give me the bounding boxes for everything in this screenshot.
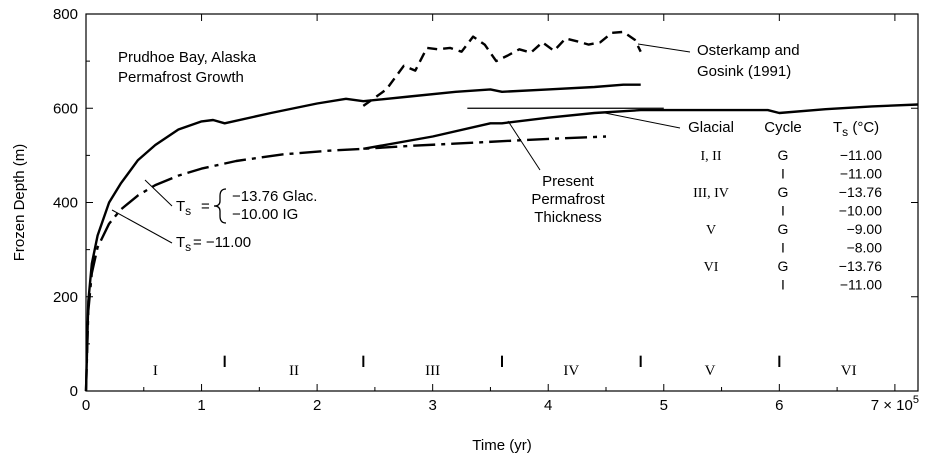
series-layer [84, 30, 919, 392]
ts-constant-leader [111, 209, 173, 244]
table-cycle: G [778, 258, 789, 274]
x-axis-label: Time (yr) [472, 437, 531, 454]
ts-glacial-value: −13.76 Glac. [232, 188, 317, 205]
period-label: II [289, 363, 299, 379]
table-leader [599, 111, 681, 129]
x-tick-label: 3 [428, 397, 436, 414]
osterkamp-leader [637, 43, 691, 53]
series-line-4 [362, 30, 642, 107]
table-header-ts: Ts (°C) [833, 119, 879, 139]
table-ts: −11.00 [840, 147, 882, 163]
x-tick-label: 0 [82, 397, 90, 414]
period-label: III [425, 363, 440, 379]
y-tick-label: 400 [53, 195, 78, 212]
axes-layer: 0 1 2 3 4 5 6 7 × 105 0 200 400 600 800 Time (yr) Froz… [11, 6, 919, 454]
x-tick-label: 5 [660, 397, 668, 414]
series-line-3 [363, 103, 919, 150]
x-tick-label: 1 [197, 397, 205, 414]
osterkamp-label: Osterkamp and [697, 42, 800, 59]
y-tick-label: 800 [53, 6, 78, 23]
site-title: Prudhoe Bay, Alaska [118, 49, 257, 66]
table-header-cycle: Cycle [764, 119, 802, 136]
ts-equals: = [201, 198, 210, 215]
period-label: V [705, 363, 716, 379]
present-leader [507, 120, 541, 171]
table-cycle: I [781, 166, 785, 182]
table-cycle: G [778, 221, 789, 237]
table-ts: −13.76 [839, 258, 882, 274]
table-glacial: VI [704, 260, 719, 275]
x-tick-label: 4 [544, 397, 552, 414]
x-tick-label: 6 [775, 397, 783, 414]
glacial-periods: I II III IV V VI [153, 355, 857, 379]
ts-constant-value: = −11.00 [193, 234, 251, 251]
present-label: Present [542, 173, 595, 190]
table-header-glacial: Glacial [688, 119, 734, 136]
y-tick-label: 600 [53, 100, 78, 117]
present-label-2: Permafrost [531, 191, 605, 208]
ts-variable-label: Ts [176, 198, 191, 218]
table-glacial: I, II [701, 149, 722, 164]
table-glacial: V [706, 223, 716, 238]
table-cycle: I [781, 277, 785, 293]
cycle-table: Glacial Cycle Ts (°C)I, II G −11.00I −11.00II… [599, 111, 883, 293]
ts-brace [213, 188, 227, 224]
table-glacial: III, IV [693, 186, 729, 201]
table-ts: −8.00 [847, 240, 883, 256]
period-label: VI [841, 363, 857, 379]
table-cycle: I [781, 203, 785, 219]
ts-interglacial-value: −10.00 IG [232, 206, 298, 223]
y-tick-label: 0 [70, 383, 78, 400]
site-subtitle: Permafrost Growth [118, 69, 244, 86]
table-cycle: I [781, 240, 785, 256]
y-tick-label: 200 [53, 289, 78, 306]
osterkamp-label-2: Gosink (1991) [697, 63, 791, 80]
table-ts: −11.00 [840, 277, 882, 293]
series-line-2 [84, 135, 607, 392]
table-ts: −13.76 [839, 184, 882, 200]
period-label: IV [563, 363, 579, 379]
annotations: Prudhoe Bay, Alaska Permafrost Growth Oste… [111, 42, 800, 254]
series-line-1 [84, 83, 641, 392]
present-label-3: Thickness [534, 209, 602, 226]
table-ts: −11.00 [840, 166, 882, 182]
table-cycle: G [778, 184, 789, 200]
y-axis-label: Frozen Depth (m) [11, 144, 28, 262]
table-cycle: G [778, 147, 789, 163]
ts-constant-label: Ts [176, 234, 191, 254]
period-label: I [153, 363, 158, 379]
x-tick-label: 7 × 105 [871, 394, 919, 414]
table-ts: −9.00 [847, 221, 883, 237]
table-ts: −10.00 [839, 203, 882, 219]
x-tick-label: 2 [313, 397, 321, 414]
ts-variable-leader [144, 179, 173, 207]
